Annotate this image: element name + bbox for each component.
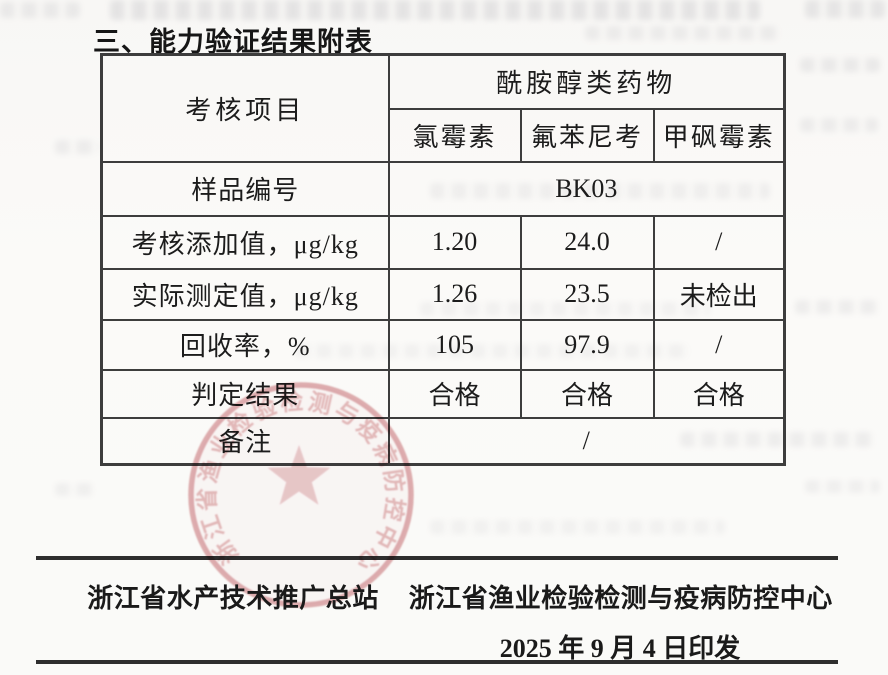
cell-value: 97.9 bbox=[519, 318, 655, 371]
row-label-recovery-rate: 回收率，% bbox=[100, 318, 390, 371]
column-header-chloramphenicol: 氯霉素 bbox=[387, 107, 522, 163]
bleedthrough-smudge bbox=[800, 118, 878, 132]
cell-value: 1.26 bbox=[387, 267, 522, 321]
bleedthrough-smudge bbox=[795, 300, 880, 314]
footer-org-right: 浙江省渔业检验检测与疫病防控中心 bbox=[408, 584, 833, 613]
cell-value: 合格 bbox=[387, 368, 522, 419]
cell-value: 未检出 bbox=[652, 267, 786, 321]
cell-value: 合格 bbox=[519, 368, 655, 419]
bleedthrough-smudge bbox=[110, 0, 760, 20]
table-row: 实际测定值，μg/kg 1.26 23.5 未检出 bbox=[100, 267, 786, 321]
bleedthrough-smudge bbox=[55, 140, 100, 154]
bleedthrough-smudge bbox=[0, 2, 80, 18]
sample-id-value: BK03 bbox=[387, 160, 786, 217]
cell-value: / bbox=[652, 214, 786, 270]
remarks-value: / bbox=[387, 416, 786, 466]
bleedthrough-smudge bbox=[585, 26, 780, 40]
footer-organizations: 浙江省水产技术推广总站 浙江省渔业检验检测与疫病防控中心 bbox=[60, 578, 860, 615]
official-seal-stamp: 浙江省渔业检验检测与疫病防控中心 bbox=[188, 382, 414, 608]
cell-value: 24.0 bbox=[519, 214, 655, 270]
column-header-florfenicol: 氟苯尼考 bbox=[519, 107, 655, 163]
row-label-spiked-value: 考核添加值，μg/kg bbox=[100, 214, 390, 270]
bleedthrough-smudge bbox=[800, 58, 880, 72]
table-row: 判定结果 合格 合格 合格 bbox=[100, 368, 786, 419]
column-header-thiamphenicol: 甲砜霉素 bbox=[652, 107, 786, 163]
drug-group-header: 酰胺醇类药物 bbox=[387, 53, 786, 110]
bleedthrough-smudge bbox=[805, 0, 885, 18]
row-label-measured-value: 实际测定值，μg/kg bbox=[100, 267, 390, 321]
bleedthrough-smudge bbox=[55, 483, 95, 496]
table-corner-header: 考核项目 bbox=[100, 53, 390, 163]
cell-value: 23.5 bbox=[519, 267, 655, 321]
cell-value: 1.20 bbox=[387, 214, 522, 270]
bleedthrough-smudge bbox=[805, 480, 880, 493]
footer-org-left: 浙江省水产技术推广总站 bbox=[87, 584, 379, 613]
footer-issue-date: 2025 年 9 月 4 日印发 bbox=[499, 634, 741, 663]
row-label-sample-id: 样品编号 bbox=[100, 160, 390, 217]
table-row: 样品编号 BK03 bbox=[100, 160, 786, 217]
table-row: 回收率，% 105 97.9 / bbox=[100, 318, 786, 371]
cell-value: 合格 bbox=[652, 368, 786, 419]
bleedthrough-smudge bbox=[430, 520, 725, 534]
table-row: 考核添加值，μg/kg 1.20 24.0 / bbox=[100, 214, 786, 270]
seal-ring bbox=[188, 382, 414, 608]
footer-divider-bottom bbox=[36, 660, 838, 664]
footer-divider-top bbox=[36, 556, 838, 560]
cell-value: 105 bbox=[387, 318, 522, 371]
seal-star-icon bbox=[267, 445, 331, 505]
cell-value: / bbox=[652, 318, 786, 371]
page-title: 三、能力验证结果附表 bbox=[93, 27, 373, 58]
